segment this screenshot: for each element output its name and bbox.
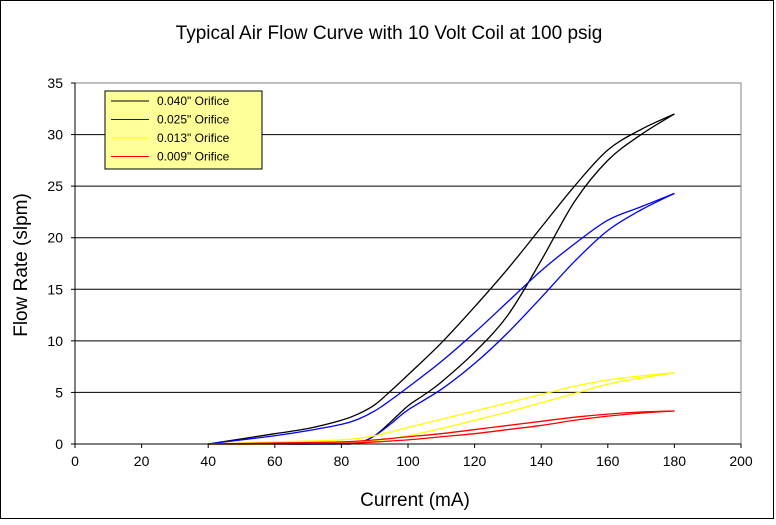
series-1-branch-0-line [208, 192, 675, 445]
y-axis-label: Flow Rate (slpm) [11, 193, 32, 337]
series-3-branch-0-line [208, 410, 675, 445]
x-tick-label-10: 200 [729, 453, 753, 469]
x-tick-label-6: 120 [463, 453, 487, 469]
gridlines [75, 134, 741, 393]
x-tick-label-8: 160 [596, 453, 620, 469]
y-tick-label-5: 25 [47, 178, 63, 194]
y-tick-label-0: 0 [55, 436, 63, 452]
x-axis-label: Current (mA) [360, 490, 470, 511]
x-tick-label-1: 20 [134, 453, 150, 469]
chart-title: Typical Air Flow Curve with 10 Volt Coil… [176, 23, 603, 44]
y-tick-label-4: 20 [47, 230, 63, 246]
series-lines [208, 113, 675, 445]
series-3-branch-1-line [208, 410, 675, 445]
x-tick-label-3: 60 [267, 453, 283, 469]
series-1-branch-1-line [208, 192, 675, 445]
x-tick-label-2: 40 [200, 453, 216, 469]
x-axis-ticks: 0 20 40 60 80 100 120 140 160 180 200 [71, 444, 753, 469]
y-tick-label-7: 35 [47, 75, 63, 91]
x-tick-label-7: 140 [530, 453, 554, 469]
x-tick-label-5: 100 [396, 453, 420, 469]
y-tick-label-3: 15 [47, 281, 63, 297]
series-2-branch-0-line [208, 372, 675, 445]
legend-label-3: 0.009" Orifice [157, 150, 230, 164]
x-tick-label-9: 180 [663, 453, 687, 469]
legend-label-1: 0.025" Orifice [157, 113, 230, 127]
y-tick-label-1: 5 [55, 384, 63, 400]
series-0-branch-1-line [208, 113, 675, 445]
y-tick-label-2: 10 [47, 333, 63, 349]
series-0-branch-0-line [208, 113, 675, 445]
y-tick-label-6: 30 [47, 127, 63, 143]
legend-label-0: 0.040" Orifice [157, 94, 230, 108]
legend-label-2: 0.013" Orifice [157, 131, 230, 145]
x-tick-label-4: 80 [334, 453, 350, 469]
legend: 0.040" Orifice 0.025" Orifice 0.013" Orifi… [104, 90, 263, 170]
x-tick-label-0: 0 [71, 453, 79, 469]
y-axis-ticks: 0 5 10 15 20 25 30 35 [47, 75, 75, 452]
